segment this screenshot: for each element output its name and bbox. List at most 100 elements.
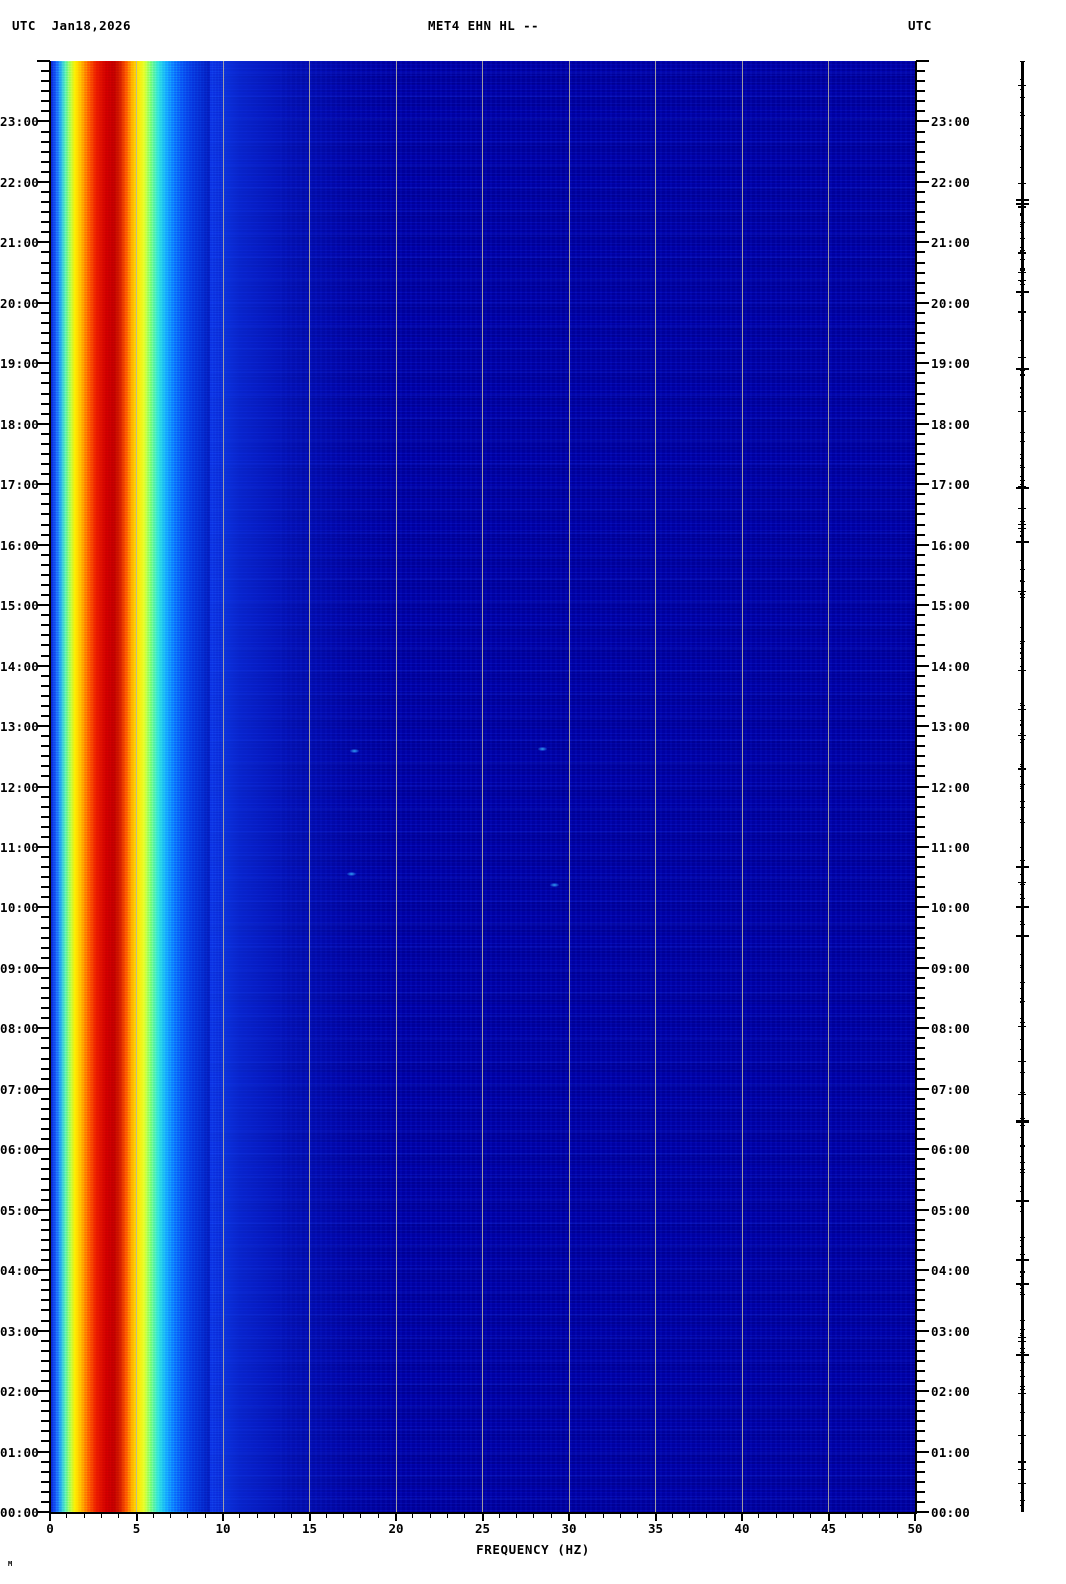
y-tick-minor-right (916, 110, 925, 113)
y-tick-major-left (37, 1208, 50, 1211)
trace-spike (1018, 486, 1026, 488)
x-tick-minor (377, 1512, 379, 1518)
helicorder-trace-panel[interactable] (1012, 61, 1036, 1512)
y-tick-label-right: 17:00 (931, 477, 971, 493)
y-tick-minor-left (41, 795, 50, 798)
trace-spike (1020, 79, 1024, 80)
y-tick-minor-left (41, 987, 50, 990)
y-tick-minor-right (916, 553, 925, 556)
y-tick-major-right (916, 785, 929, 788)
x-tick-major (654, 1512, 657, 1521)
event-blip (550, 883, 559, 887)
y-tick-minor-right (916, 432, 925, 435)
trace-spike (1015, 199, 1029, 201)
trace-spike (1019, 860, 1025, 861)
event-blip (538, 747, 547, 751)
trace-spike (1018, 1461, 1026, 1463)
y-tick-minor-left (41, 805, 50, 808)
trace-spike (1019, 1348, 1025, 1349)
trace-spike (1019, 480, 1025, 481)
trace-spike (1019, 1294, 1025, 1295)
trace-spike (1018, 1393, 1026, 1394)
x-tick-label: 15 (301, 1521, 318, 1536)
x-tick-minor (325, 1512, 327, 1518)
y-tick-minor-left (41, 583, 50, 586)
trace-spike (1015, 291, 1029, 293)
corner-mark: M (8, 1560, 13, 1568)
trace-spike (1019, 1352, 1025, 1353)
y-tick-minor-right (916, 856, 925, 859)
y-tick-minor-right (916, 1218, 925, 1221)
trace-spike (1020, 340, 1024, 341)
gridline-25hz (482, 61, 483, 1512)
x-tick-major (308, 1512, 311, 1521)
x-axis-title: FREQUENCY (HZ) (476, 1542, 590, 1557)
y-tick-minor-left (41, 473, 50, 476)
x-tick-label: 30 (561, 1521, 577, 1536)
y-tick-minor-left (41, 553, 50, 556)
trace-spike (1018, 207, 1026, 208)
trace-spike (1020, 988, 1024, 989)
y-tick-minor-right (916, 594, 925, 597)
y-tick-minor-right (916, 775, 925, 778)
trace-spike (1019, 569, 1025, 570)
trace-spike (1020, 560, 1024, 561)
y-tick-major-left (37, 966, 50, 969)
y-tick-label-right: 19:00 (931, 356, 971, 372)
trace-spike (1020, 703, 1024, 704)
y-tick-minor-right (916, 352, 925, 355)
y-tick-minor-left (41, 755, 50, 758)
y-tick-major-left (37, 845, 50, 848)
trace-spike (1020, 1191, 1024, 1192)
trace-spike (1019, 924, 1025, 925)
trace-spike (1019, 1072, 1025, 1073)
trace-spike (1015, 1283, 1029, 1285)
y-tick-minor-right (916, 795, 925, 798)
y-tick-label-right: 00:00 (931, 1505, 971, 1520)
x-tick-minor (187, 1512, 189, 1518)
y-tick-minor-left (41, 1067, 50, 1070)
y-tick-major-right (916, 483, 929, 486)
y-tick-minor-left (41, 533, 50, 536)
trace-spike (1020, 213, 1024, 214)
trace-spike (1020, 215, 1024, 216)
y-tick-minor-right (916, 624, 925, 627)
trace-spike (1019, 250, 1025, 251)
trace-spike (1019, 1271, 1025, 1272)
trace-spike (1020, 764, 1024, 765)
trace-spike (1020, 396, 1024, 397)
y-tick-minor-left (41, 1369, 50, 1372)
y-tick-minor-right (916, 1359, 925, 1362)
trace-spike (1020, 484, 1024, 485)
trace-spike (1020, 247, 1024, 248)
y-tick-minor-right (916, 1249, 925, 1251)
y-tick-major-right (916, 664, 929, 667)
y-tick-minor-left (41, 563, 50, 566)
trace-spike (1020, 1002, 1024, 1003)
trace-spike (1020, 1420, 1024, 1421)
y-tick-minor-right (916, 503, 925, 506)
trace-spike (1019, 1022, 1025, 1023)
trace-spike (1020, 112, 1024, 113)
x-tick-minor (446, 1512, 448, 1518)
trace-spike (1019, 115, 1025, 116)
y-tick-minor-right (916, 765, 925, 768)
trace-spike (1019, 1376, 1025, 1377)
y-tick-minor-right (916, 1118, 925, 1121)
trace-spike (1020, 1039, 1024, 1040)
y-tick-minor-right (916, 1339, 925, 1342)
spectrogram-plot[interactable] (50, 61, 915, 1512)
trace-spike (1018, 709, 1026, 710)
y-tick-minor-left (41, 463, 50, 466)
y-tick-label-left: 16:00 (0, 537, 40, 553)
trace-spike (1019, 1386, 1025, 1387)
trace-spike (1018, 252, 1026, 254)
trace-spike (1020, 720, 1024, 721)
x-tick-major (827, 1512, 830, 1521)
x-tick-minor (723, 1512, 725, 1518)
y-tick-label-left: 13:00 (0, 719, 40, 735)
y-tick-major-right (916, 1329, 929, 1332)
y-tick-minor-left (41, 956, 50, 959)
x-tick-minor (464, 1512, 466, 1518)
y-tick-minor-left (41, 1178, 50, 1181)
